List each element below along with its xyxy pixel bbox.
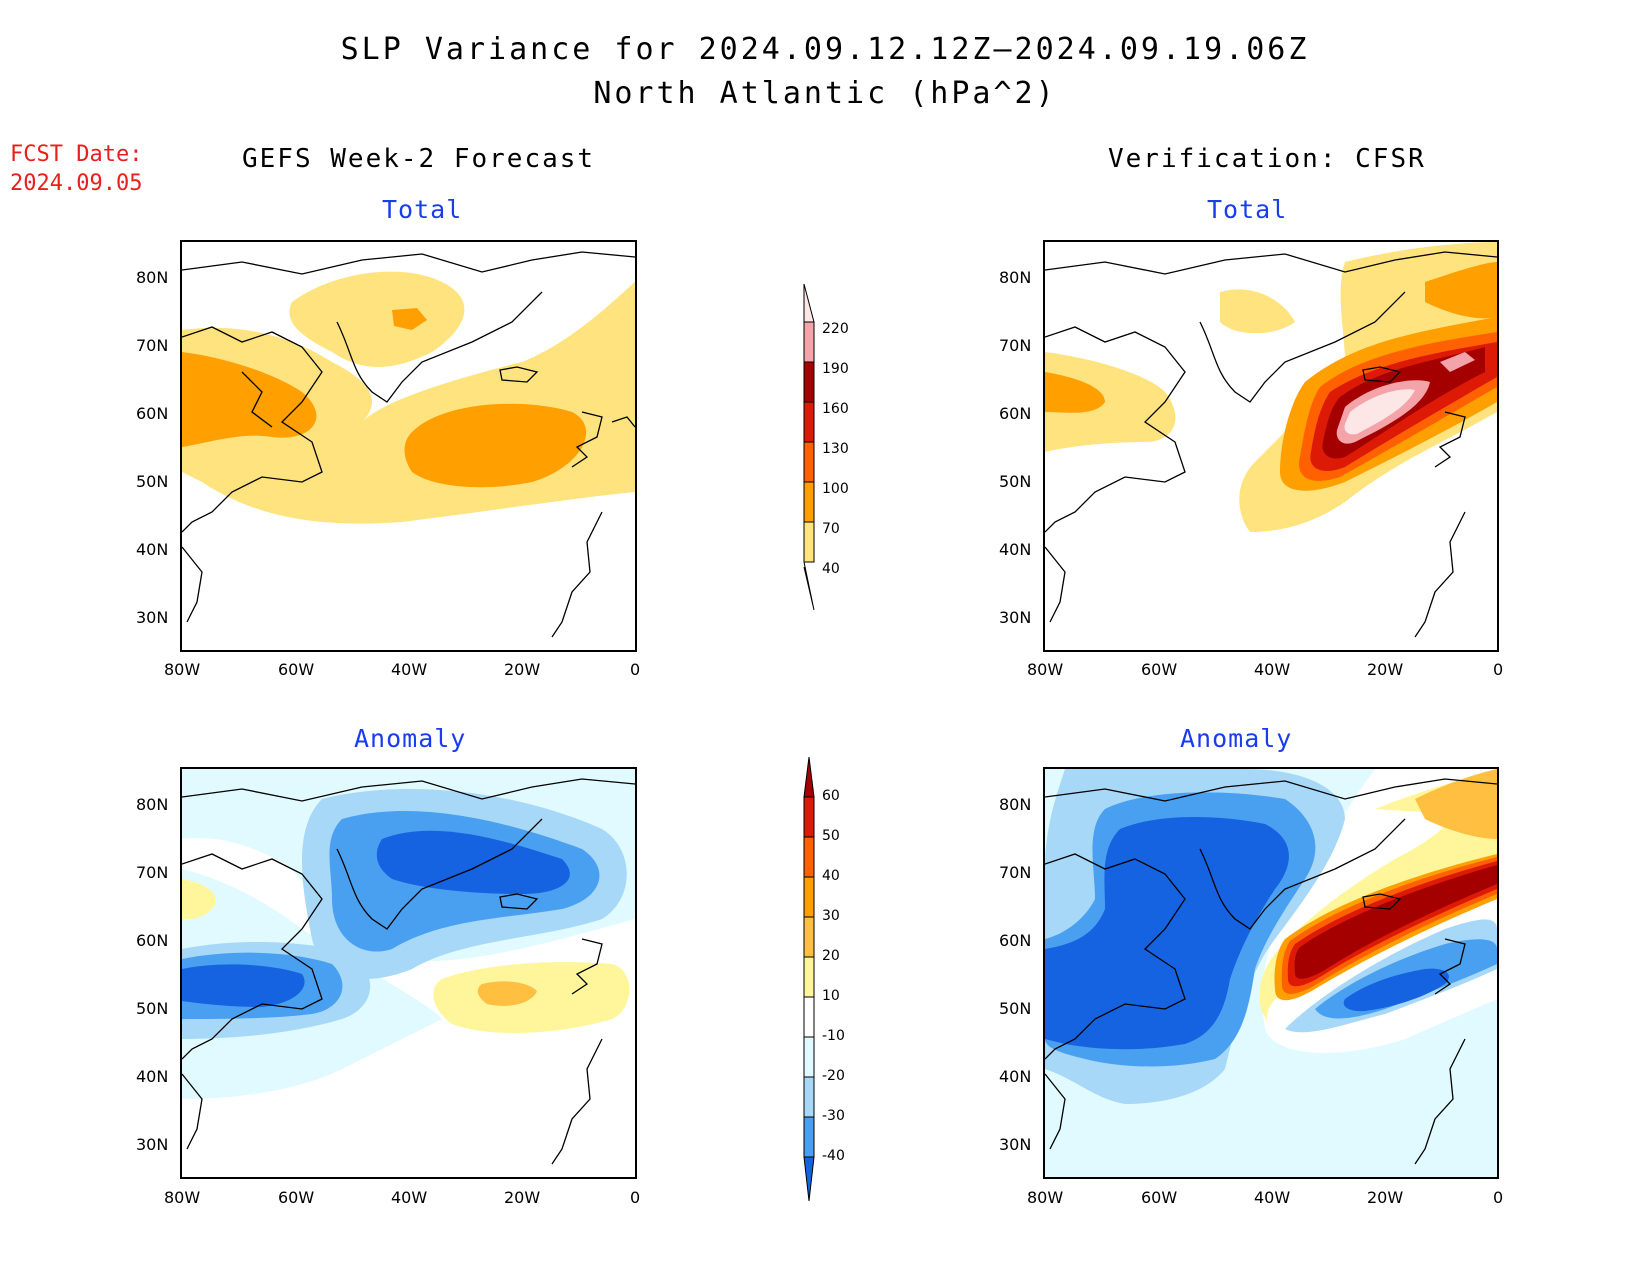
fcst-date-value: 2024.09.05 (10, 171, 143, 196)
anomaly-colorbar (800, 755, 820, 1209)
lat-label: 30N (999, 608, 1032, 627)
colorbar-label: 100 (822, 481, 849, 497)
colorbar-label: 160 (822, 401, 849, 417)
lat-label: 40N (999, 540, 1032, 559)
lat-label: 60N (136, 404, 169, 423)
lon-label: 60W (278, 1188, 315, 1207)
lon-label: 80W (164, 1188, 201, 1207)
vf-total-map (1043, 240, 1499, 652)
lat-label: 60N (999, 404, 1032, 423)
colorbar-label: 60 (822, 788, 840, 804)
lat-label: 70N (999, 336, 1032, 355)
lat-label: 80N (999, 795, 1032, 814)
fc-total-map (180, 240, 637, 652)
lon-label: 80W (1027, 1188, 1064, 1207)
lat-label: 70N (136, 863, 169, 882)
lon-label: 0 (1493, 1188, 1504, 1207)
lon-label: 60W (1141, 1188, 1178, 1207)
fc-anomaly-label: Anomaly (354, 724, 467, 753)
lat-label: 50N (136, 999, 169, 1018)
colorbar-label: 190 (822, 361, 849, 377)
lat-label: 50N (999, 472, 1032, 491)
lat-label: 50N (999, 999, 1032, 1018)
total-colorbar (800, 282, 820, 616)
colorbar-label: 40 (822, 561, 840, 577)
lon-label: 60W (278, 660, 315, 679)
colorbar-label: -20 (822, 1068, 845, 1084)
lat-label: 70N (999, 863, 1032, 882)
left-column-title: GEFS Week-2 Forecast (242, 144, 596, 174)
lat-label: 40N (136, 1067, 169, 1086)
lon-label: 40W (1254, 1188, 1291, 1207)
lat-label: 30N (136, 1135, 169, 1154)
vf-anomaly-label: Anomaly (1180, 724, 1293, 753)
colorbar-label: 40 (822, 868, 840, 884)
colorbar-label: 70 (822, 521, 840, 537)
colorbar-label: -40 (822, 1148, 845, 1164)
lon-label: 0 (630, 1188, 641, 1207)
colorbar-label: 220 (822, 321, 849, 337)
lon-label: 40W (391, 1188, 428, 1207)
main-title: SLP Variance for 2024.09.12.12Z–2024.09.… (340, 32, 1310, 67)
lat-label: 70N (136, 336, 169, 355)
lon-label: 20W (504, 1188, 541, 1207)
fc-total-label: Total (382, 195, 463, 224)
colorbar-label: 10 (822, 988, 840, 1004)
colorbar-label: -10 (822, 1028, 845, 1044)
colorbar-label: -30 (822, 1108, 845, 1124)
lon-label: 40W (391, 660, 428, 679)
fcst-date-label: FCST Date: (10, 142, 143, 167)
lat-label: 80N (136, 268, 169, 287)
main-subtitle: North Atlantic (hPa^2) (593, 76, 1057, 111)
lon-label: 80W (1027, 660, 1064, 679)
lat-label: 60N (999, 931, 1032, 950)
lon-label: 20W (504, 660, 541, 679)
right-column-title: Verification: CFSR (1108, 144, 1426, 174)
vf-total-label: Total (1207, 195, 1288, 224)
lon-label: 0 (1493, 660, 1504, 679)
lon-label: 60W (1141, 660, 1178, 679)
lon-label: 0 (630, 660, 641, 679)
lon-label: 40W (1254, 660, 1291, 679)
lat-label: 30N (136, 608, 169, 627)
lat-label: 40N (999, 1067, 1032, 1086)
colorbar-label: 30 (822, 908, 840, 924)
fc-anomaly-map (180, 767, 637, 1179)
lat-label: 50N (136, 472, 169, 491)
colorbar-label: 50 (822, 828, 840, 844)
lon-label: 80W (164, 660, 201, 679)
lat-label: 40N (136, 540, 169, 559)
lat-label: 80N (999, 268, 1032, 287)
lon-label: 20W (1367, 1188, 1404, 1207)
lon-label: 20W (1367, 660, 1404, 679)
colorbar-label: 20 (822, 948, 840, 964)
vf-anomaly-map (1043, 767, 1499, 1179)
lat-label: 30N (999, 1135, 1032, 1154)
colorbar-label: 130 (822, 441, 849, 457)
lat-label: 80N (136, 795, 169, 814)
lat-label: 60N (136, 931, 169, 950)
fcst-date: FCST Date: 2024.09.05 (10, 140, 142, 198)
